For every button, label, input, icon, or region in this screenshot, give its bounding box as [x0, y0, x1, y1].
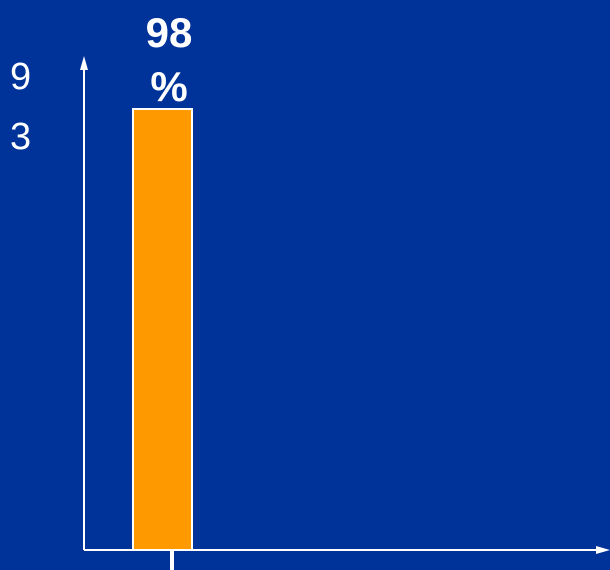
y-axis-label-char-1: 9: [10, 56, 32, 98]
y-axis-label-char-2: 3: [10, 116, 32, 158]
bar-0: [132, 108, 193, 551]
bar-data-label-value: 98: [145, 9, 193, 56]
y-axis-arrowhead: [80, 56, 88, 70]
bars-layer: [132, 108, 193, 551]
x-axis-arrowhead: [596, 546, 610, 554]
bar-data-label-unit: %: [150, 63, 188, 110]
